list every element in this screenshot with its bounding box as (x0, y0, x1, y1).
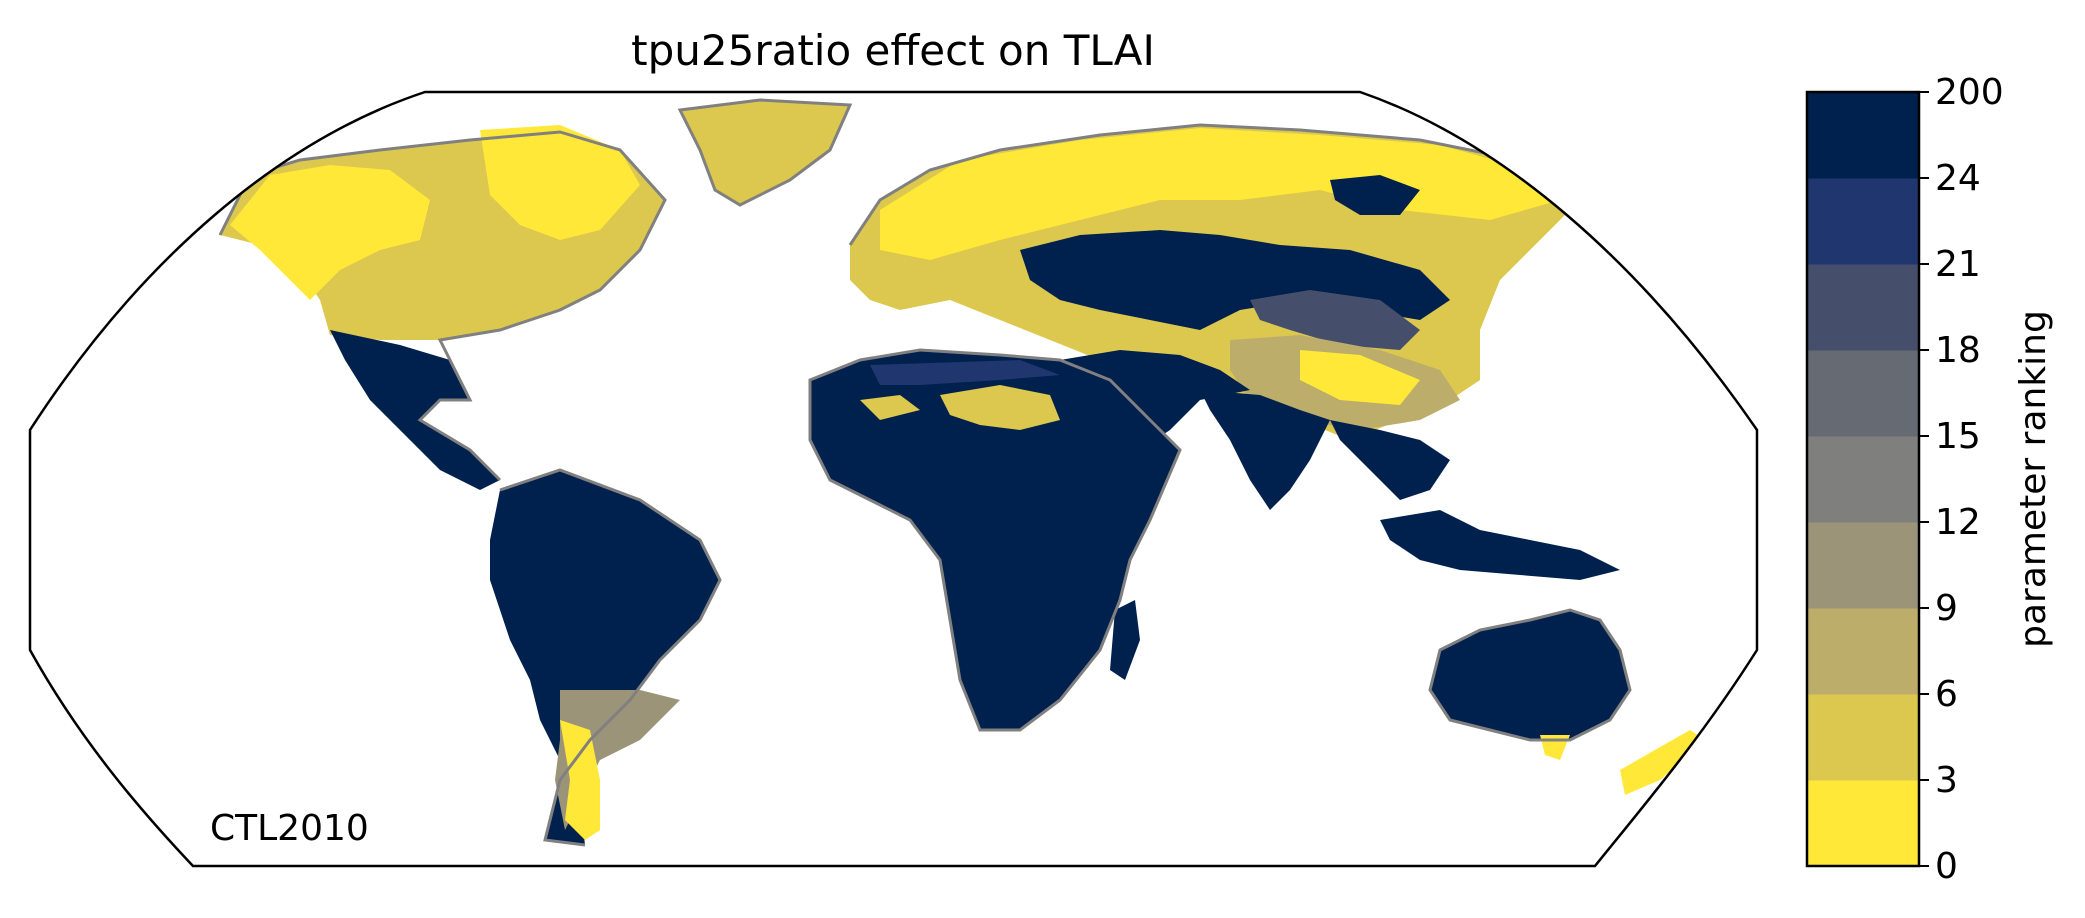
colorbar-tick-label: 18 (1935, 330, 1981, 371)
south-america-south (555, 690, 680, 830)
china-yellow (1300, 350, 1420, 405)
siberia-navy (1330, 175, 1420, 215)
land-regions (220, 100, 1705, 845)
colorbar-swatches (1807, 92, 1919, 867)
run-label: CTL2010 (210, 808, 369, 849)
colorbar-tick-label: 21 (1935, 244, 1981, 285)
colorbar-swatch-1 (1807, 694, 1919, 781)
central-america-region (330, 330, 500, 490)
greenland-region (680, 100, 850, 205)
colorbar-swatch-6 (1807, 264, 1919, 351)
southeast-asia-region (1330, 420, 1450, 500)
patagonia-yellow (560, 720, 600, 840)
colorbar-tick-label: 12 (1935, 502, 1981, 543)
colorbar-tick-label: 15 (1935, 416, 1981, 457)
coastlines (218, 98, 1632, 847)
world-map: CTL2010 (28, 90, 1759, 868)
colorbar-tick-label: 6 (1935, 674, 1958, 715)
colorbar-swatch-3 (1807, 522, 1919, 609)
north-america-north-yellow (480, 125, 640, 240)
colorbar-label: parameter ranking (2013, 310, 2054, 648)
east-asia-gray (1250, 290, 1420, 350)
colorbar: 0 3 6 9 12 15 18 21 24 200 parameter ranking (1805, 72, 2054, 887)
colorbar-tick-label: 0 (1935, 846, 1958, 887)
colorbar-tick-label: 200 (1935, 72, 2004, 113)
colorbar-tick-label: 9 (1935, 588, 1958, 629)
middle-east-region (1060, 350, 1250, 450)
colorbar-tick-label: 24 (1935, 158, 1981, 199)
colorbar-ticks: 0 3 6 9 12 15 18 21 24 200 (1919, 72, 2004, 887)
colorbar-swatch-8 (1807, 92, 1919, 179)
indonesia-region (1380, 510, 1620, 580)
sahara-khaki-2 (940, 385, 1060, 430)
sahara-navy-strip (870, 360, 1060, 385)
new-zealand-region (1620, 730, 1705, 795)
colorbar-swatch-7 (1807, 178, 1919, 265)
south-america-region (490, 470, 720, 845)
madagascar-region (1110, 600, 1140, 680)
map-border (28, 90, 1759, 868)
sahara-khaki-1 (860, 395, 920, 420)
india-region (1200, 390, 1330, 510)
colorbar-swatch-4 (1807, 436, 1919, 523)
eurasia-north-yellow (880, 128, 1560, 260)
africa-region (810, 350, 1180, 730)
colorbar-swatch-0 (1807, 780, 1919, 867)
colorbar-tick-label: 3 (1935, 760, 1958, 801)
australia-region (1430, 610, 1630, 740)
colorbar-swatch-2 (1807, 608, 1919, 695)
colorbar-swatch-5 (1807, 350, 1919, 437)
colorbar-frame (1805, 90, 1921, 868)
north-america-yellow (230, 165, 430, 300)
map-title: tpu25ratio effect on TLAI (631, 26, 1155, 75)
